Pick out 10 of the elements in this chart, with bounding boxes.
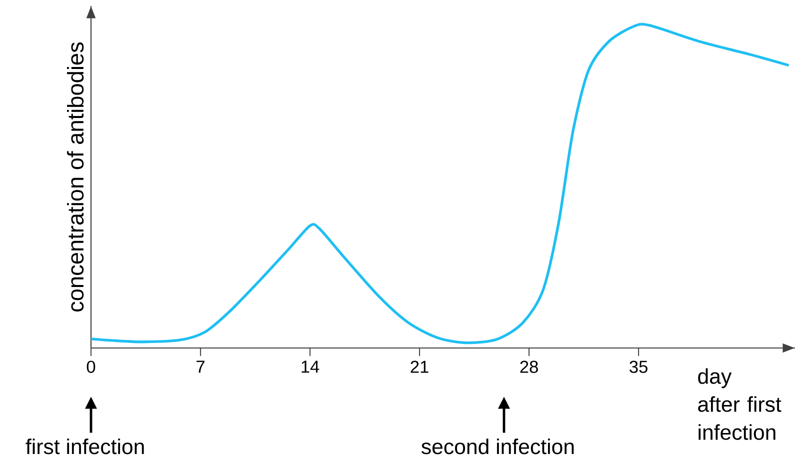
text: first infection bbox=[26, 438, 144, 454]
y-axis-title: concentration of antibodies bbox=[66, 42, 84, 312]
x-tick-label: 14 bbox=[302, 360, 320, 373]
x-tick-label: 21 bbox=[410, 360, 428, 373]
x-tick-label: 28 bbox=[520, 360, 538, 373]
x-tick-label: 7 bbox=[196, 360, 204, 373]
x-axis-title: day after first infection bbox=[698, 368, 782, 440]
x-tick-label: 35 bbox=[630, 360, 648, 373]
text: second infection bbox=[422, 438, 574, 454]
x-tick-label: 0 bbox=[86, 360, 96, 373]
